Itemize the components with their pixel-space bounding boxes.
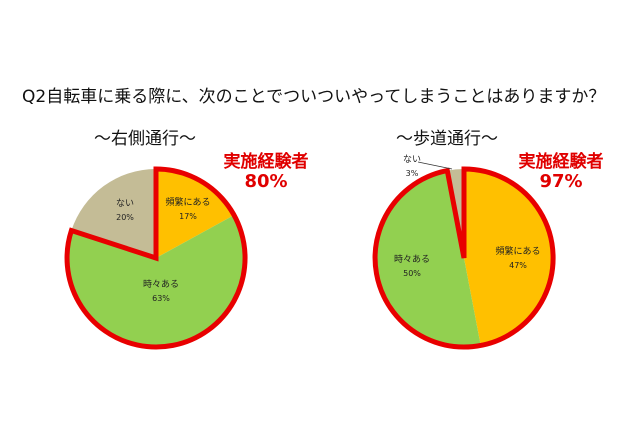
left-label-sometimes: 時々ある [143, 279, 179, 290]
right-experience-label: 実施経験者 [518, 152, 604, 172]
left-experience-label: 実施経験者 [223, 152, 309, 172]
left-experience-value: 80% [244, 171, 288, 192]
left-chart-subtitle: ～右側通行～ [94, 129, 196, 149]
left-pie [64, 166, 248, 350]
left-highlight-outline [64, 166, 248, 350]
chart-title: Q2自転車に乗る際に、次のことでついついやってしまうことはありますか？ [22, 87, 606, 107]
right-experience-value: 97% [539, 171, 583, 192]
right-pie [372, 161, 556, 350]
left-slice-sometimes [67, 215, 246, 348]
right-label-frequent: 頻繁にある [495, 245, 540, 257]
left-pct-frequent: 17% [179, 212, 197, 221]
left-label-never: ない [116, 198, 134, 209]
right-slice-frequent [464, 169, 553, 346]
right-label-never: ない [403, 154, 421, 165]
right-label-sometimes: 時々ある [394, 254, 430, 265]
right-highlight-outline [372, 166, 556, 350]
right-pct-never: 3% [406, 169, 419, 178]
right-pct-frequent: 47% [509, 261, 527, 270]
right-chart-subtitle: ～歩道通行～ [396, 129, 498, 149]
left-label-frequent: 頻繁にある [165, 196, 210, 208]
left-pct-never: 20% [116, 213, 134, 222]
right-never-leader-line [417, 161, 453, 170]
right-experience-callout: 実施経験者 97% [509, 152, 613, 192]
right-pct-sometimes: 50% [403, 269, 421, 278]
left-experience-callout: 実施経験者 80% [214, 152, 318, 192]
left-pct-sometimes: 63% [152, 294, 170, 303]
